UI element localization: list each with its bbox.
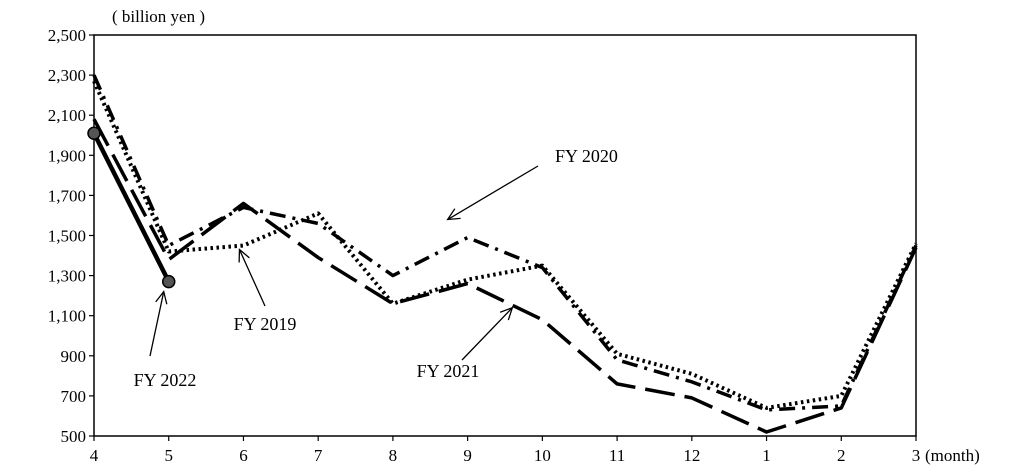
series-line-fy-2022 bbox=[91, 132, 171, 283]
series-label-fy-2020: FY 2020 bbox=[555, 146, 618, 166]
annotation-arrowhead bbox=[446, 208, 461, 221]
x-tick-label: 9 bbox=[463, 446, 472, 465]
y-tick-label: 900 bbox=[61, 347, 87, 366]
y-tick-label: 1,300 bbox=[48, 267, 86, 286]
y-tick-label: 2,500 bbox=[48, 26, 86, 45]
x-tick-label: 1 bbox=[762, 446, 771, 465]
series-line-fy-2021 bbox=[92, 118, 918, 434]
plot-area bbox=[93, 34, 917, 437]
series-label-fy-2021: FY 2021 bbox=[417, 361, 480, 381]
data-point-fy-2022 bbox=[87, 126, 101, 140]
x-tick-label: 6 bbox=[239, 446, 248, 465]
annotations: FY 2020 FY 2019 FY 2021 FY 2022 bbox=[134, 146, 618, 390]
series-label-fy-2019: FY 2019 bbox=[234, 314, 297, 334]
annotation-arrow bbox=[149, 291, 165, 357]
series-lines bbox=[87, 74, 918, 434]
x-axis: 4 5 6 7 8 9 10 11 12 1 2 3 bbox=[90, 436, 921, 465]
y-tick-label: 1,700 bbox=[48, 186, 86, 205]
x-tick-label: 8 bbox=[389, 446, 398, 465]
y-tick-label: 700 bbox=[61, 387, 87, 406]
annotation-arrow bbox=[461, 307, 513, 361]
annotation-arrow bbox=[238, 249, 266, 307]
y-tick-label: 2,300 bbox=[48, 66, 86, 85]
x-tick-label: 4 bbox=[90, 446, 99, 465]
data-point-fy-2022 bbox=[161, 274, 176, 289]
y-tick-label: 1,500 bbox=[48, 227, 86, 246]
x-tick-label: 2 bbox=[837, 446, 846, 465]
y-tick-label: 1,900 bbox=[48, 146, 86, 165]
y-tick-label: 500 bbox=[61, 427, 87, 446]
series-line-fy-2019 bbox=[92, 80, 918, 410]
annotation-arrowhead bbox=[155, 290, 168, 305]
series-line-fy-2020 bbox=[92, 74, 918, 412]
y-tick-label: 2,100 bbox=[48, 106, 86, 125]
y-axis-unit-label: ( billion yen ) bbox=[112, 7, 205, 26]
y-axis: 2,500 2,300 2,100 1,900 1,700 1,500 1,300 1,100… bbox=[48, 26, 94, 446]
series-label-fy-2022: FY 2022 bbox=[134, 370, 197, 390]
x-tick-label: 5 bbox=[164, 446, 173, 465]
x-tick-label: 10 bbox=[534, 446, 551, 465]
x-tick-label: 7 bbox=[314, 446, 323, 465]
x-tick-label: 12 bbox=[683, 446, 700, 465]
x-tick-label: 3 bbox=[912, 446, 921, 465]
x-axis-unit-label: (month) bbox=[925, 446, 980, 465]
x-tick-label: 11 bbox=[609, 446, 625, 465]
annotation-arrow bbox=[447, 165, 539, 221]
y-tick-label: 1,100 bbox=[48, 307, 86, 326]
annotation-arrowhead bbox=[499, 306, 514, 321]
annotation-arrowhead bbox=[238, 248, 250, 263]
